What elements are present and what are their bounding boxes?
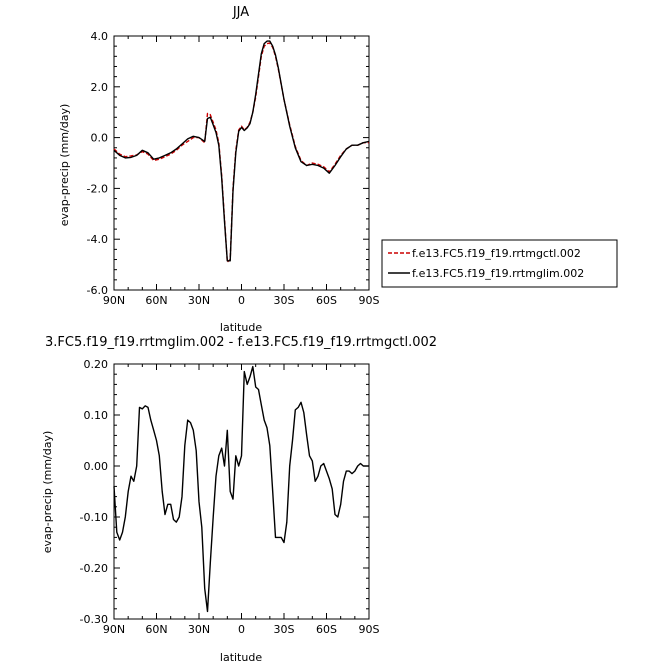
bottom-ylabel: evap-precip (mm/day) (41, 431, 54, 554)
top-xtick-label: 0 (238, 294, 245, 307)
bottom-xlabel: latitude (220, 651, 262, 664)
top-ytick-label: -2.0 (87, 182, 108, 195)
bottom-ytick-label: 0.00 (84, 460, 109, 473)
bottom-ytick-label: -0.10 (80, 511, 108, 524)
top-xtick-label: 30N (188, 294, 210, 307)
bottom-ytick-label: -0.30 (80, 613, 108, 626)
top-title: JJA (232, 5, 249, 20)
top-ytick-label: -4.0 (87, 233, 108, 246)
legend: f.e13.FC5.f19_f19.rrtmgctl.002 f.e13.FC5… (381, 239, 618, 288)
top-xtick-label: 90S (359, 294, 380, 307)
bottom-xtick-label: 0 (238, 623, 245, 636)
top-ytick-label: 0.0 (91, 132, 109, 145)
bottom-xtick-label: 60S (316, 623, 337, 636)
bottom-title: 3.FC5.f19_f19.rrtmglim.002 - f.e13.FC5.f… (45, 335, 437, 350)
bottom-series-0 (113, 365, 369, 613)
bottom-plot-area: 90N 60N 30N 0 30S 60S 90S 0.20 0.10 0.00 -0.10 -0.2… (80, 358, 380, 636)
bottom-xtick-label: 90N (103, 623, 125, 636)
legend-label-lim: f.e13.FC5.f19_f19.rrtmglim.002 (412, 267, 584, 280)
top-panel: JJA 90N 60N 30N 0 30S 60S 90S 4.0 2.0 0.0 -2.0 -4.0… (58, 5, 380, 334)
top-series-0 (113, 42, 369, 263)
top-series-1 (113, 40, 370, 262)
top-ytick-label: 2.0 (91, 81, 109, 94)
bottom-frame (113, 363, 370, 620)
bottom-xtick-label: 30N (188, 623, 210, 636)
bottom-ytick-label: -0.20 (80, 562, 108, 575)
bottom-panel: 3.FC5.f19_f19.rrtmglim.002 - f.e13.FC5.f… (41, 335, 437, 664)
top-xtick-label: 60N (145, 294, 167, 307)
top-xlabel: latitude (220, 321, 262, 334)
top-plot-area: 90N 60N 30N 0 30S 60S 90S 4.0 2.0 0.0 -2.0 -4.0 -6.0 (87, 30, 380, 307)
bottom-xtick-label: 30S (274, 623, 295, 636)
top-xtick-label: 30S (274, 294, 295, 307)
bottom-ytick-label: 0.10 (84, 409, 109, 422)
top-xtick-label: 60S (316, 294, 337, 307)
top-ytick-label: 4.0 (91, 30, 109, 43)
legend-label-ctl: f.e13.FC5.f19_f19.rrtmgctl.002 (412, 247, 581, 260)
top-xtick-label: 90N (103, 294, 125, 307)
top-frame (113, 35, 370, 291)
bottom-xtick-label: 60N (145, 623, 167, 636)
top-ytick-label: -6.0 (87, 284, 108, 297)
bottom-ytick-label: 0.20 (84, 358, 109, 371)
top-ylabel: evap-precip (mm/day) (58, 104, 71, 227)
bottom-xtick-label: 90S (359, 623, 380, 636)
legend-box (381, 239, 618, 288)
